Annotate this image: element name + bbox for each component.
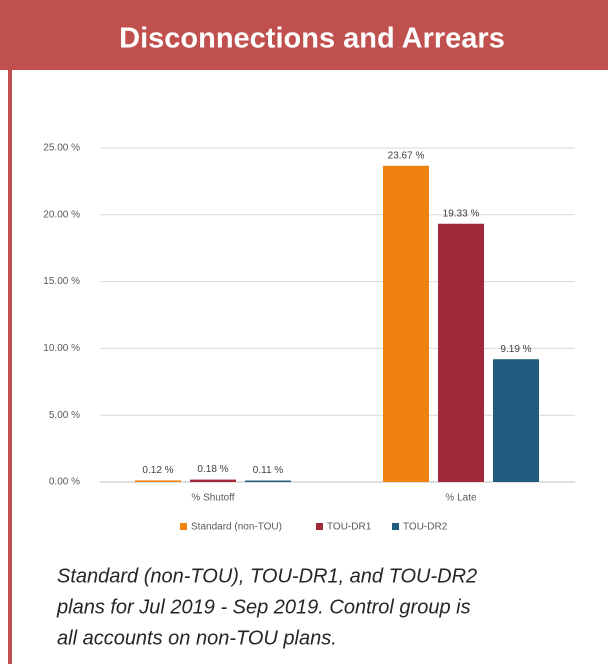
y-tick-label: 10.00 % — [43, 343, 80, 354]
bar — [438, 223, 484, 482]
bar — [383, 165, 429, 482]
value-label: 23.67 % — [388, 150, 425, 161]
legend-label: Standard (non-TOU) — [191, 522, 282, 533]
caption-line: all accounts on non-TOU plans. — [57, 627, 337, 649]
y-tick-label: 20.00 % — [43, 209, 80, 220]
legend-swatch — [392, 523, 399, 530]
value-label: 0.11 % — [253, 465, 283, 476]
bar — [493, 359, 539, 482]
bar — [190, 479, 236, 482]
y-tick-label: 15.00 % — [43, 276, 80, 287]
value-label: 0.12 % — [142, 465, 173, 476]
value-label: 9.19 % — [500, 344, 531, 355]
y-tick-label: 0.00 % — [49, 477, 80, 488]
header-bar — [0, 0, 608, 70]
chart-title: Disconnections and Arrears — [119, 23, 505, 55]
caption-line: Standard (non-TOU), TOU-DR1, and TOU-DR2 — [57, 565, 477, 587]
value-label: 0.18 % — [197, 464, 228, 475]
bar — [245, 480, 291, 482]
legend-swatch — [180, 523, 187, 530]
bar — [135, 480, 181, 482]
x-tick-label: % Late — [445, 493, 477, 504]
x-tick-label: % Shutoff — [191, 493, 234, 504]
y-tick-label: 5.00 % — [49, 410, 80, 421]
caption-line: plans for Jul 2019 - Sep 2019. Control g… — [56, 596, 471, 618]
legend-label: TOU-DR2 — [403, 522, 448, 533]
left-border — [8, 70, 12, 664]
legend-swatch — [316, 523, 323, 530]
y-tick-label: 25.00 % — [43, 143, 80, 154]
value-label: 19.33 % — [443, 208, 480, 219]
legend-label: TOU-DR1 — [327, 522, 372, 533]
